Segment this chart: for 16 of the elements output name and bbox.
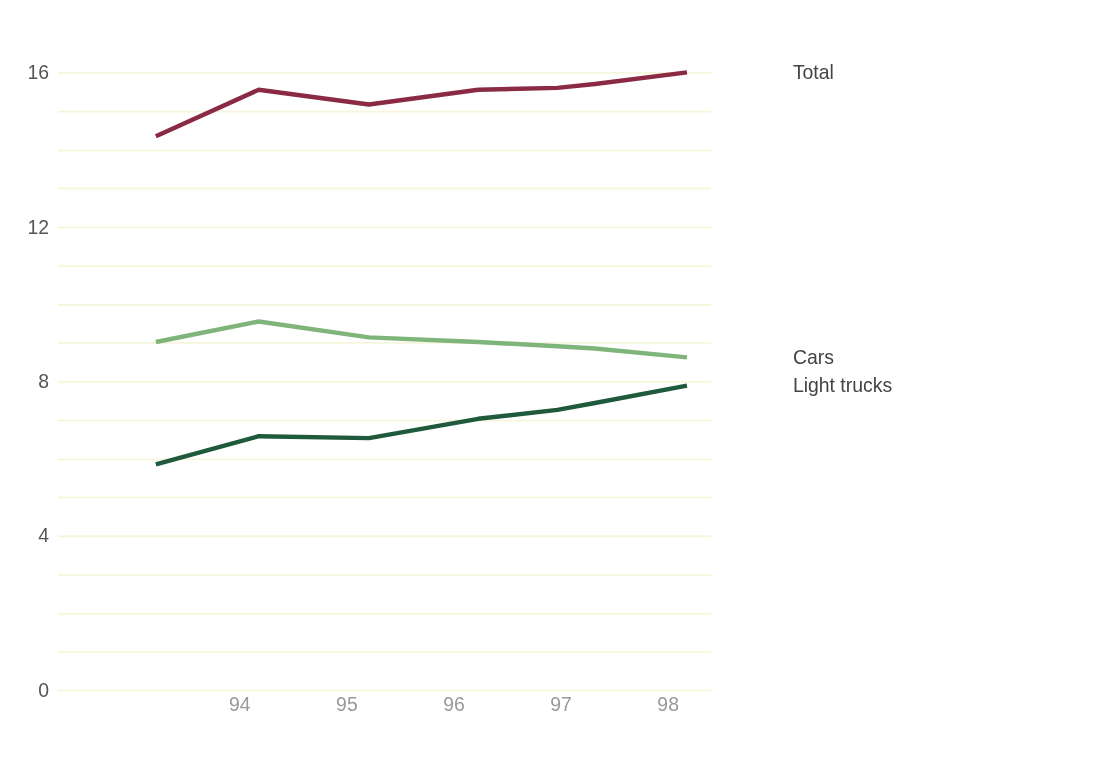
x-tick-label: 97 — [550, 693, 572, 716]
x-tick-label: 96 — [443, 693, 465, 716]
line-series — [153, 70, 690, 139]
x-tick-label: 94 — [229, 693, 251, 716]
x-tick-label: 95 — [336, 693, 358, 716]
x-tick-label: 98 — [657, 693, 679, 716]
text: Light trucks — [792, 373, 893, 396]
line-series — [153, 383, 690, 467]
y-tick-label: 16 — [27, 61, 49, 84]
y-tick-label: 4 — [38, 524, 50, 547]
text: Total — [792, 60, 834, 83]
y-tick-label: 8 — [38, 369, 49, 392]
y-tick-label: 12 — [27, 215, 49, 238]
y-tick-label: 0 — [38, 678, 50, 701]
text: Cars — [792, 345, 834, 368]
line-series — [153, 319, 690, 360]
